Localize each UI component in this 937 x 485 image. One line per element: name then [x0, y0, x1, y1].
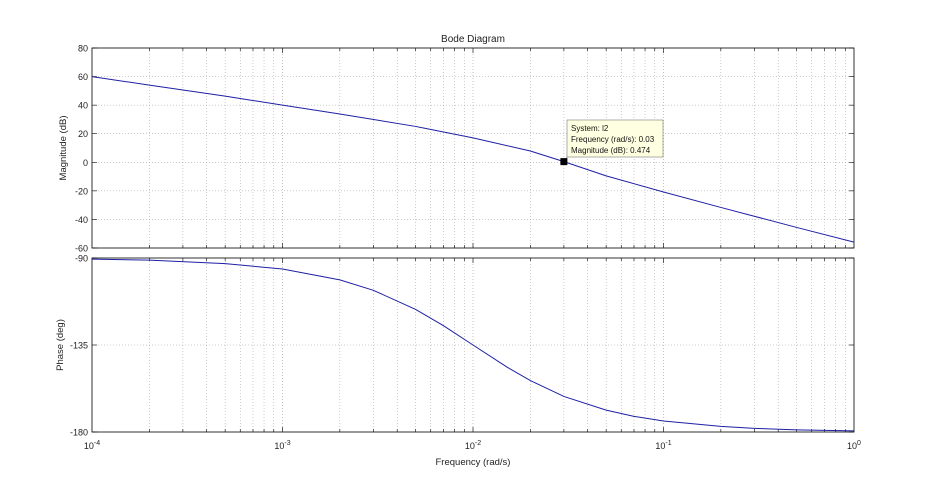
x-tick-label: 10-4: [84, 440, 100, 451]
x-tick-label: 10-2: [465, 440, 481, 451]
magnitude-y-ticks: 80 60 40 20 0 -20 -40 -60: [75, 44, 88, 254]
y-tick-label: -40: [75, 215, 88, 225]
x-tick-label: 100: [847, 440, 861, 451]
chart-title: Bode Diagram: [441, 34, 505, 45]
phase-panel: -90 -135 -180 Phase (deg): [55, 254, 855, 438]
phase-series: [91, 258, 855, 432]
series-line: [91, 258, 855, 432]
magnitude-grid: [92, 47, 854, 249]
magnitude-series: [91, 76, 855, 243]
y-tick-label: -90: [75, 254, 88, 264]
magnitude-ylabel: Magnitude (dB): [58, 116, 69, 181]
phase-grid: [92, 257, 854, 433]
datatip-marker[interactable]: [560, 158, 568, 166]
x-tick-label: 10-3: [274, 440, 290, 451]
datatip[interactable]: System: l2 Frequency (rad/s): 0.03 Magni…: [560, 119, 664, 166]
datatip-line-frequency: Frequency (rad/s): 0.03: [571, 135, 655, 144]
x-tick-label: 10-1: [655, 440, 671, 451]
phase-y-ticks: -90 -135 -180: [70, 254, 88, 438]
y-tick-label: 60: [78, 72, 88, 82]
x-axis-label: Frequency (rad/s): [436, 457, 511, 468]
y-tick-label: 40: [78, 101, 88, 111]
y-tick-label: 0: [83, 158, 88, 168]
y-tick-label: -135: [70, 341, 88, 351]
datatip-box[interactable]: [566, 119, 664, 158]
y-tick-label: 20: [78, 129, 88, 139]
y-tick-label: -60: [75, 244, 88, 254]
x-tick-labels: 10-4 10-3 10-2 10-1 100: [84, 440, 861, 451]
datatip-line-system: System: l2: [571, 124, 609, 133]
magnitude-panel: 80 60 40 20 0 -20 -40 -60 Magnitude (dB): [58, 44, 855, 254]
series-line: [91, 76, 855, 243]
y-tick-label: -20: [75, 186, 88, 196]
y-tick-label: -180: [70, 428, 88, 438]
phase-ylabel: Phase (deg): [55, 319, 66, 371]
y-tick-label: 80: [78, 44, 88, 54]
datatip-line-magnitude: Magnitude (dB): 0.474: [571, 146, 651, 155]
